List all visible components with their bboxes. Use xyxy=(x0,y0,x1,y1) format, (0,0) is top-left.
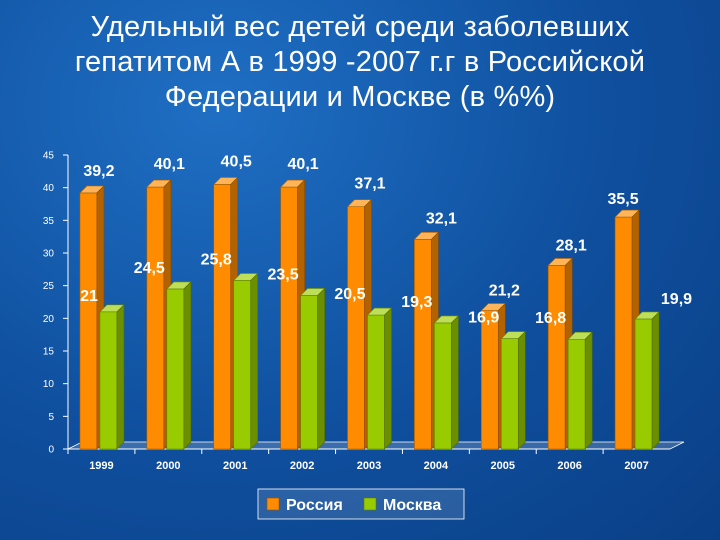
data-label: 19,3 xyxy=(401,294,432,311)
chart-title-line-3: Федерации и Москве (в %%) xyxy=(164,81,556,113)
y-tick-label: 30 xyxy=(43,249,55,260)
x-tick-label: 1999 xyxy=(89,460,113,472)
y-tick-label: 35 xyxy=(43,216,55,227)
bar-front xyxy=(367,314,385,450)
bar-front xyxy=(99,311,118,450)
data-label: 21 xyxy=(80,288,98,305)
data-label: 40,1 xyxy=(154,156,185,173)
bar-moscow-2001 xyxy=(232,272,259,450)
chart-legend: Россия Москва xyxy=(257,488,465,520)
legend-label-moscow: Москва xyxy=(383,497,441,514)
x-tick-label: 2004 xyxy=(424,460,449,472)
data-label: 24,5 xyxy=(134,260,165,277)
data-label: 40,5 xyxy=(221,153,252,170)
legend-swatch-moscow xyxy=(363,497,377,511)
bar-side xyxy=(183,281,192,450)
x-tick-label: 2006 xyxy=(557,460,581,472)
y-tick-label: 20 xyxy=(43,314,55,325)
bar-moscow-1999 xyxy=(99,304,125,450)
bar-front xyxy=(547,265,566,450)
data-label: 28,1 xyxy=(556,237,587,254)
bar-front xyxy=(434,322,452,450)
x-tick-label: 2007 xyxy=(624,460,648,472)
bar-front xyxy=(414,238,432,450)
bar-side xyxy=(651,311,660,450)
data-label: 23,5 xyxy=(267,266,298,283)
x-tick-label: 2002 xyxy=(290,460,314,472)
data-label: 35,5 xyxy=(607,191,638,208)
bar-front xyxy=(166,288,185,450)
bar-front xyxy=(634,318,653,450)
x-tick-label: 2001 xyxy=(223,460,247,472)
bar-front xyxy=(500,338,519,450)
data-label: 37,1 xyxy=(354,176,385,193)
y-tick-label: 5 xyxy=(48,412,54,423)
bar-russia-2001 xyxy=(212,176,239,450)
bar-front xyxy=(213,184,232,450)
chart-bars xyxy=(79,176,660,450)
data-label: 21,2 xyxy=(489,282,520,299)
data-label: 40,1 xyxy=(288,156,319,173)
bar-moscow-2007 xyxy=(634,311,660,450)
y-tick-label: 0 xyxy=(48,445,54,456)
bar-front xyxy=(280,186,298,450)
y-tick-label: 40 xyxy=(43,183,55,194)
data-label: 25,8 xyxy=(201,251,232,268)
bar-front xyxy=(233,280,252,450)
legend-label-russia: Россия xyxy=(286,497,343,514)
y-tick-label: 45 xyxy=(43,151,55,162)
bar-front xyxy=(146,186,165,450)
data-label: 16,8 xyxy=(535,310,566,327)
bar-front xyxy=(347,206,365,450)
y-tick-label: 25 xyxy=(43,281,55,292)
bar-moscow-2004 xyxy=(433,315,460,450)
bar-side xyxy=(517,330,526,450)
x-tick-label: 2003 xyxy=(357,460,381,472)
bar-front xyxy=(614,216,633,450)
bar-moscow-2000 xyxy=(166,281,192,450)
bar-moscow-2006 xyxy=(567,331,593,450)
bar-front xyxy=(79,192,98,450)
bar-moscow-2005 xyxy=(500,330,527,450)
bar-side xyxy=(317,287,325,450)
data-label: 20,5 xyxy=(334,286,365,303)
bar-moscow-2002 xyxy=(299,287,326,450)
bar-front xyxy=(480,310,499,450)
data-label: 32,1 xyxy=(426,210,457,227)
bar-side xyxy=(584,331,593,450)
y-tick-label: 15 xyxy=(43,347,55,358)
bar-front xyxy=(567,338,586,450)
data-label: 16,9 xyxy=(468,310,499,327)
legend-swatch-russia xyxy=(266,497,280,511)
bar-side xyxy=(384,307,392,450)
bar-side xyxy=(250,272,259,450)
y-tick-label: 10 xyxy=(43,379,55,390)
bar-side xyxy=(116,304,125,450)
bar-side xyxy=(451,315,459,450)
x-tick-label: 2005 xyxy=(491,460,515,472)
bar-moscow-2003 xyxy=(366,307,393,450)
chart-data-labels: 39,2 21 40,1 24,5 40,5 25,8 40,1 23,5 37,1 20,5 32… xyxy=(80,153,692,327)
bar-front xyxy=(300,295,318,450)
chart-title-line-2: гепатитом А в 1999 -2007 г.г в Российско… xyxy=(74,46,646,78)
legend-box xyxy=(257,488,465,520)
chart-title-line-1: Удельный вес детей среди заболевших xyxy=(90,11,630,43)
x-tick-label: 2000 xyxy=(156,460,180,472)
data-label: 19,9 xyxy=(661,291,692,308)
chart-title: Удельный вес детей среди заболевших гепа… xyxy=(20,10,700,115)
data-label: 39,2 xyxy=(83,163,114,180)
